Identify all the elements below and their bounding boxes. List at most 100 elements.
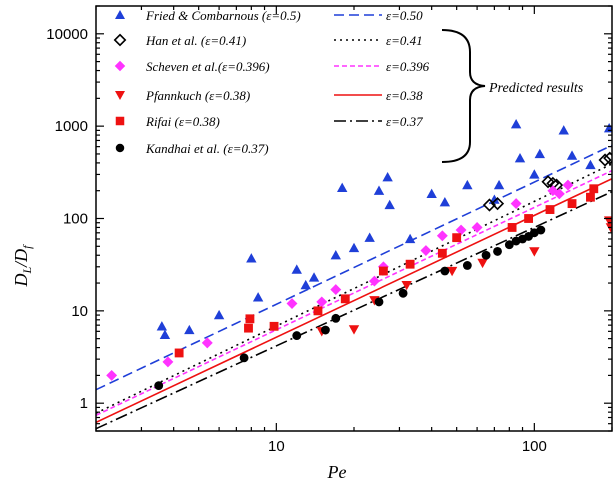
data-point-s5-9 — [481, 250, 491, 260]
legend-label-2: Scheven et al.(ε=0.396) — [146, 59, 270, 74]
data-point-s4-13 — [567, 199, 577, 209]
brace — [441, 29, 486, 163]
data-point-s4-7 — [405, 259, 415, 269]
data-point-s0-19 — [462, 179, 473, 190]
y-tick-label: 100 — [63, 211, 88, 228]
data-point-s1-5 — [598, 153, 612, 167]
data-markers — [106, 118, 612, 391]
data-point-s2-1 — [162, 356, 174, 368]
x-tick-label: 10 — [268, 438, 285, 455]
legend-label-3: Pfannkuch (ε=0.38) — [145, 88, 250, 103]
data-point-s0-18 — [439, 197, 451, 207]
data-point-s2-0 — [106, 369, 118, 381]
data-point-s0-17 — [426, 188, 437, 198]
data-point-s2-5 — [330, 284, 342, 296]
data-point-s0-13 — [373, 185, 385, 195]
data-point-s4-15 — [589, 184, 599, 194]
data-point-s4-4 — [313, 306, 323, 316]
legend-marker-3 — [115, 91, 125, 100]
y-axis-label-mid: /D — [11, 249, 31, 268]
brace-annotation: Predicted results — [441, 29, 584, 163]
data-point-s3-3 — [401, 280, 412, 291]
data-point-s5-0 — [154, 381, 164, 391]
data-point-s0-24 — [534, 148, 546, 159]
data-point-s0-1 — [159, 329, 171, 339]
data-point-s0-22 — [510, 118, 522, 129]
data-point-s0-4 — [246, 253, 257, 263]
data-point-s0-6 — [291, 264, 302, 274]
legend-label-4: Rifai (ε=0.38) — [145, 114, 220, 129]
data-point-s2-9 — [436, 230, 448, 242]
legend-marker-4 — [115, 116, 125, 126]
legend-line-label-4: ε=0.37 — [386, 114, 423, 129]
y-tick-label: 1000 — [55, 118, 88, 135]
axes: 1 10 100 1000 10000 10 100 — [46, 5, 613, 455]
data-point-s0-25 — [558, 125, 569, 135]
data-point-s4-8 — [437, 248, 447, 258]
model-line-0 — [96, 144, 612, 391]
data-point-s2-6 — [368, 275, 380, 287]
data-point-s3-4 — [446, 266, 458, 277]
data-point-s5-3 — [321, 325, 330, 335]
data-point-s2-15 — [562, 179, 574, 191]
data-point-s2-13 — [547, 185, 559, 197]
data-point-s5-2 — [292, 331, 302, 340]
data-point-s4-12 — [545, 205, 555, 214]
data-point-s5-16 — [536, 225, 546, 235]
data-point-s2-8 — [420, 245, 432, 256]
model-line-3 — [96, 177, 612, 424]
x-tick-label: 100 — [522, 438, 547, 455]
data-point-s0-21 — [493, 179, 505, 190]
data-point-s1-1 — [490, 197, 505, 211]
data-point-s0-15 — [384, 199, 395, 210]
data-point-s0-14 — [382, 172, 393, 182]
legend-marker-5 — [115, 143, 125, 153]
data-point-s1-6 — [603, 151, 612, 165]
legend-label-1: Han et al. (ε=0.41) — [145, 33, 246, 48]
model-line-4 — [96, 190, 612, 430]
legend-line-label-1: ε=0.41 — [386, 33, 423, 48]
data-point-s5-7 — [440, 266, 450, 276]
data-point-s0-11 — [348, 242, 360, 253]
data-point-s2-14 — [553, 188, 565, 200]
data-point-s0-12 — [364, 232, 375, 242]
y-axis-label: DL/Df — [11, 244, 34, 288]
data-point-s4-10 — [507, 223, 517, 232]
data-point-s0-26 — [566, 150, 578, 160]
data-point-s0-8 — [308, 272, 320, 282]
data-point-s5-11 — [504, 240, 514, 250]
legend-label-0: Fried & Combarnous (ε=0.5) — [145, 8, 301, 23]
y-axis-label-main: D — [11, 274, 31, 288]
model-line-2 — [96, 169, 612, 417]
data-point-s4-0 — [174, 348, 184, 358]
data-point-s2-4 — [316, 296, 328, 308]
legend-line-label-3: ε=0.38 — [386, 88, 423, 103]
data-point-s4-1 — [244, 323, 253, 333]
y-axis-label-sub1: L — [20, 267, 34, 275]
data-point-s0-23 — [514, 152, 526, 163]
data-point-s4-11 — [524, 214, 534, 223]
legend-line-label-0: ε=0.50 — [386, 8, 423, 23]
predicted-results-label: Predicted results — [488, 81, 584, 96]
data-point-s0-5 — [252, 292, 264, 302]
data-point-s2-12 — [510, 198, 522, 210]
data-point-s4-2 — [245, 314, 255, 324]
data-point-s0-2 — [184, 324, 195, 335]
legend-label-5: Kandhai et al. (ε=0.37) — [145, 141, 269, 156]
data-point-s0-29 — [529, 169, 540, 179]
model-lines — [96, 144, 612, 430]
data-point-s5-1 — [239, 353, 249, 363]
data-point-s0-9 — [330, 250, 341, 260]
data-point-s4-14 — [586, 192, 595, 202]
data-point-s2-11 — [471, 221, 483, 233]
data-point-s2-3 — [286, 298, 298, 309]
legend-marker-2 — [114, 60, 126, 72]
data-point-s2-2 — [201, 337, 213, 349]
data-point-s4-9 — [452, 233, 462, 243]
data-point-s5-8 — [462, 261, 472, 270]
data-point-s0-27 — [585, 159, 596, 170]
data-point-s5-4 — [331, 313, 341, 323]
data-point-s0-10 — [336, 182, 348, 192]
model-line-1 — [96, 163, 612, 414]
